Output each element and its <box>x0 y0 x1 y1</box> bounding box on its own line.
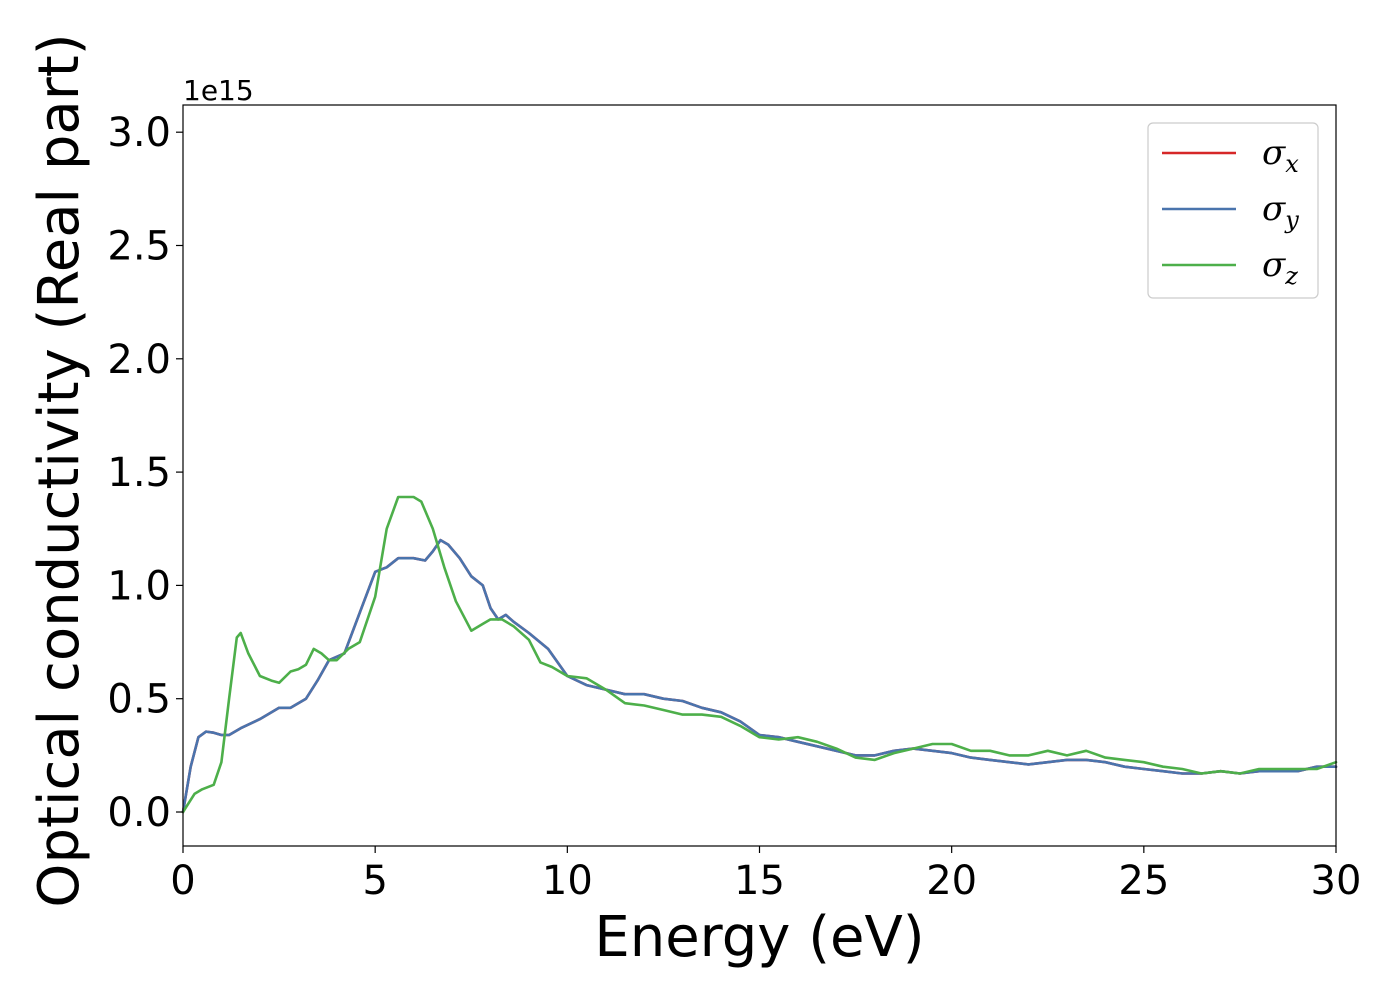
legend-box <box>1147 122 1319 299</box>
x-tick-label: 25 <box>1118 858 1169 904</box>
plot-lines <box>181 495 1338 814</box>
y-tick-label: 0.0 <box>107 790 171 836</box>
y-tick-label: 1.5 <box>107 450 171 496</box>
y-tick-label: 3.0 <box>107 110 171 156</box>
y-tick-label: 2.0 <box>107 337 171 383</box>
x-tick-label: 20 <box>926 858 977 904</box>
legend-label-sigma-y: σy <box>1262 189 1299 234</box>
series-line-sigma-y <box>181 538 1338 814</box>
y-axis: 0.0 0.5 1.0 1.5 2.0 2.5 3.0 <box>107 110 183 836</box>
legend-label-sigma-x: σx <box>1262 133 1299 178</box>
series-line-sigma-z <box>181 495 1338 814</box>
y-axis-title: Optical conductivity (Real part) <box>27 33 92 907</box>
x-axis: 0 5 10 15 20 25 30 <box>170 846 1361 904</box>
x-tick-label: 15 <box>734 858 785 904</box>
x-tick-label: 5 <box>362 858 387 904</box>
y-offset-label: 1e15 <box>183 74 254 107</box>
y-tick-label: 1.0 <box>107 563 171 609</box>
x-tick-label: 30 <box>1311 858 1362 904</box>
y-tick-label: 2.5 <box>107 223 171 269</box>
y-tick-label: 0.5 <box>107 677 171 723</box>
x-axis-title: Energy (eV) <box>594 905 924 970</box>
x-tick-label: 10 <box>542 858 593 904</box>
x-tick-label: 0 <box>170 858 195 904</box>
